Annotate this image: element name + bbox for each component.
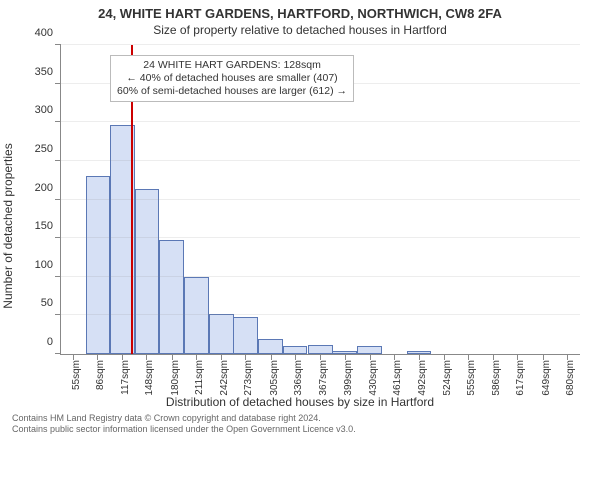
chart-sub-title: Size of property relative to detached ho… bbox=[0, 23, 600, 37]
histogram-bar bbox=[86, 176, 111, 354]
y-tick bbox=[55, 276, 61, 277]
y-tick bbox=[55, 314, 61, 315]
grid-line bbox=[61, 199, 580, 200]
x-tick-label: 367sqm bbox=[318, 360, 329, 396]
x-tick-label: 305sqm bbox=[269, 360, 280, 396]
histogram-bar bbox=[209, 314, 234, 354]
x-tick-label: 117sqm bbox=[120, 360, 131, 395]
y-tick bbox=[55, 237, 61, 238]
x-tick-label: 211sqm bbox=[194, 360, 205, 395]
x-tick-label: 524sqm bbox=[442, 360, 453, 396]
y-tick-label: 350 bbox=[35, 66, 53, 78]
y-tick-label: 150 bbox=[35, 220, 53, 232]
y-tick-label: 100 bbox=[35, 259, 53, 271]
y-tick bbox=[55, 83, 61, 84]
y-tick bbox=[55, 353, 61, 354]
x-tick-label: 148sqm bbox=[144, 360, 155, 396]
x-tick-label: 86sqm bbox=[95, 360, 106, 390]
grid-line bbox=[61, 237, 580, 238]
x-tick-label: 555sqm bbox=[466, 360, 477, 396]
x-tick-label: 399sqm bbox=[343, 360, 354, 396]
x-tick-label: 680sqm bbox=[565, 360, 576, 396]
y-tick-label: 0 bbox=[47, 336, 53, 348]
y-tick-label: 200 bbox=[35, 182, 53, 194]
plot-area: 05010015020025030035040055sqm86sqm117sqm… bbox=[60, 45, 580, 355]
footer-line-1: Contains HM Land Registry data © Crown c… bbox=[12, 413, 588, 424]
y-tick bbox=[55, 44, 61, 45]
x-tick-label: 492sqm bbox=[417, 360, 428, 396]
y-tick-label: 250 bbox=[35, 143, 53, 155]
footer: Contains HM Land Registry data © Crown c… bbox=[0, 411, 600, 435]
x-axis-label: Distribution of detached houses by size … bbox=[12, 395, 588, 409]
x-tick-label: 336sqm bbox=[293, 360, 304, 396]
grid-line bbox=[61, 314, 580, 315]
y-tick bbox=[55, 199, 61, 200]
y-axis-label: Number of detached properties bbox=[1, 143, 15, 308]
x-tick-label: 55sqm bbox=[71, 360, 82, 390]
histogram-bar bbox=[357, 346, 382, 354]
y-tick-label: 400 bbox=[35, 27, 53, 39]
histogram-bar bbox=[135, 189, 160, 354]
y-tick-label: 300 bbox=[35, 104, 53, 116]
callout-line-1: 24 WHITE HART GARDENS: 128sqm bbox=[117, 59, 347, 72]
callout-box: 24 WHITE HART GARDENS: 128sqm← 40% of de… bbox=[110, 55, 354, 102]
histogram-bar bbox=[159, 240, 184, 354]
x-tick-label: 586sqm bbox=[491, 360, 502, 396]
histogram-bar bbox=[283, 346, 308, 354]
y-tick-label: 50 bbox=[41, 297, 53, 309]
histogram-bar bbox=[308, 345, 333, 354]
x-tick-label: 273sqm bbox=[243, 360, 254, 396]
x-tick-label: 180sqm bbox=[170, 360, 181, 396]
grid-line bbox=[61, 160, 580, 161]
y-tick bbox=[55, 121, 61, 122]
footer-line-2: Contains public sector information licen… bbox=[12, 424, 588, 435]
chart-container: Number of detached properties 0501001502… bbox=[12, 41, 588, 411]
histogram-bar bbox=[233, 317, 258, 354]
histogram-bar bbox=[258, 339, 283, 354]
callout-line-3: 60% of semi-detached houses are larger (… bbox=[117, 85, 347, 98]
grid-line bbox=[61, 44, 580, 45]
histogram-bar bbox=[184, 277, 209, 354]
x-tick-label: 430sqm bbox=[368, 360, 379, 396]
grid-line bbox=[61, 276, 580, 277]
x-tick-label: 461sqm bbox=[392, 360, 403, 396]
x-tick-label: 617sqm bbox=[515, 360, 526, 396]
chart-main-title: 24, WHITE HART GARDENS, HARTFORD, NORTHW… bbox=[0, 6, 600, 21]
grid-line bbox=[61, 121, 580, 122]
y-tick bbox=[55, 160, 61, 161]
x-tick-label: 649sqm bbox=[541, 360, 552, 396]
x-tick-label: 242sqm bbox=[219, 360, 230, 396]
callout-line-2: ← 40% of detached houses are smaller (40… bbox=[117, 72, 347, 85]
